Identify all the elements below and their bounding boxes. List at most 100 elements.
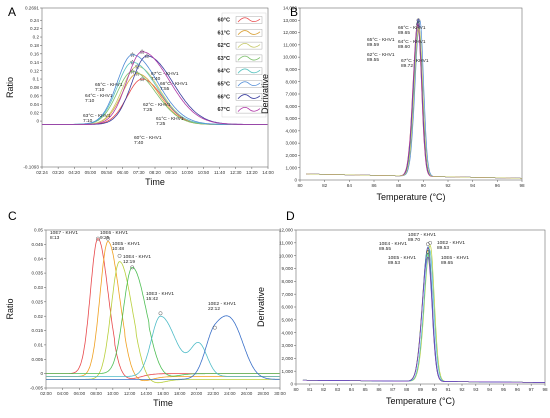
- peak-annotation: 10E2 - KHV1 22:12: [208, 301, 236, 312]
- y-tick-label: 0.12: [30, 68, 39, 73]
- peak-marker: [139, 76, 145, 82]
- x-tick-label: 83: [335, 387, 341, 392]
- y-tick-label: 10,000: [283, 55, 297, 60]
- x-tick-label: 86: [371, 183, 377, 188]
- peak-annotation: 10E3 - KHV1 15:42: [146, 291, 174, 302]
- y-tick-label: 4,000: [282, 330, 294, 335]
- y-tick-label: 0: [36, 119, 39, 124]
- x-tick-label: 10:00: [182, 170, 194, 175]
- y-tick-label: 6,000: [286, 104, 298, 109]
- y-tick-label: 0.24: [30, 18, 39, 23]
- x-tick-label: 06:40: [117, 170, 129, 175]
- x-tick-label: 16:00: [157, 391, 169, 396]
- y-tick-label: 8,000: [282, 279, 294, 284]
- x-tick-label: 02:00: [40, 391, 52, 396]
- y-tick-label: 10,000: [279, 253, 293, 258]
- x-tick-label: 18:00: [174, 391, 186, 396]
- x-tick-label: 80: [293, 387, 299, 392]
- y-tick-label: 0: [40, 371, 43, 376]
- peak-annotation: 62°C - KHV1 7:25: [143, 102, 171, 113]
- y-tick-label: 0.04: [34, 256, 43, 261]
- x-tick-label: 14:00: [141, 391, 153, 396]
- x-axis-label: Temperature (°C): [376, 192, 445, 202]
- y-tick-label: 5,000: [282, 317, 294, 322]
- y-tick-label: 0.2: [33, 35, 40, 40]
- y-tick-label: 9,000: [286, 67, 298, 72]
- legend: 60°C 61°C 62°C 63°C 64°C 65°C 66°C 67°C: [218, 12, 267, 118]
- peak-marker: [158, 311, 163, 316]
- peak-annotation: 67°C - KHV1 7:40: [151, 71, 179, 82]
- y-tick-label: 0.015: [32, 328, 44, 333]
- peak-annotation: 10E7 - KHV1 89.70: [408, 232, 436, 243]
- x-tick-label: 10:50: [198, 170, 210, 175]
- x-tick-label: 07:30: [133, 170, 145, 175]
- legend-label: 64°C: [218, 69, 231, 75]
- y-tick-label: 9,000: [282, 266, 294, 271]
- x-tick-label: 88: [404, 387, 410, 392]
- x-tick-label: 85: [363, 387, 369, 392]
- peak-annotation: 10E4 - KHV1 89.55: [379, 241, 407, 252]
- peak-marker: [212, 325, 217, 330]
- peak-marker: [139, 49, 145, 55]
- y-tick-label: 0.16: [30, 51, 39, 56]
- series-line: [302, 256, 545, 383]
- panel-label-c: C: [8, 209, 17, 223]
- y-tick-label: 13,000: [283, 18, 297, 23]
- y-tick-label: -0.1093: [23, 165, 39, 170]
- y-tick-label: -0.005: [30, 386, 43, 391]
- y-tick-label: 7,000: [286, 92, 298, 97]
- peak-marker: [129, 68, 135, 74]
- x-tick-label: 14:00: [262, 170, 274, 175]
- x-tick-label: 90: [421, 183, 427, 188]
- x-tick-label: 98: [542, 387, 548, 392]
- legend-line: [237, 55, 261, 61]
- x-tick-label: 82: [322, 183, 328, 188]
- y-tick-label: 3,000: [282, 343, 294, 348]
- x-tick-label: 94: [487, 387, 493, 392]
- peak-annotation: 63°C - KHV1 7:10: [83, 113, 111, 124]
- peak-annotation: 10E2 - KHV1 89.53: [437, 240, 465, 251]
- peak-annotation: 60°C - KHV1 7:40: [134, 135, 162, 146]
- y-tick-label: 11,000: [283, 42, 297, 47]
- y-tick-label: 1,000: [282, 369, 294, 374]
- plot-area-b: [299, 7, 523, 181]
- peak-annotation: 10E6 - KHV1 89.65: [441, 255, 469, 266]
- y-axis-label: Ratio: [5, 77, 15, 98]
- y-tick-label: 6,000: [282, 305, 294, 310]
- x-tick-label: 81: [307, 387, 313, 392]
- peak-marker: [117, 253, 122, 258]
- x-tick-label: 12:00: [124, 391, 136, 396]
- peak-marker: [426, 250, 430, 254]
- x-tick-label: 09:10: [165, 170, 177, 175]
- legend-line: [237, 17, 261, 23]
- x-tick-label: 95: [501, 387, 507, 392]
- legend-label: 63°C: [218, 56, 231, 62]
- x-axis-label: Time: [153, 398, 173, 408]
- y-tick-label: 0.18: [30, 43, 39, 48]
- peak-marker: [426, 242, 430, 246]
- y-tick-label: 0.03: [34, 285, 43, 290]
- x-tick-label: 08:20: [149, 170, 161, 175]
- x-tick-label: 20:00: [191, 391, 203, 396]
- x-tick-label: 05:50: [101, 170, 113, 175]
- peak-annotation: 66°C - KHV1 7:55: [160, 81, 188, 92]
- y-axis-label: Derivative: [260, 74, 270, 114]
- x-tick-label: 06:00: [74, 391, 86, 396]
- series-line: [46, 266, 280, 377]
- legend-line: [237, 81, 261, 87]
- y-tick-label: 0.2691: [25, 6, 39, 11]
- y-axis-label: Ratio: [5, 298, 15, 319]
- peak-marker: [144, 53, 150, 59]
- y-tick-label: 0.035: [32, 271, 44, 276]
- peak-annotation: 62°C - KHV1 89.55: [367, 52, 395, 63]
- x-tick-label: 80: [297, 183, 303, 188]
- series-line: [42, 51, 268, 125]
- y-tick-label: 0: [294, 178, 297, 183]
- x-tick-label: 91: [446, 387, 452, 392]
- x-tick-label: 02:24: [36, 170, 48, 175]
- legend-label: 67°C: [218, 107, 231, 113]
- x-tick-label: 87: [390, 387, 396, 392]
- y-tick-label: 0.14: [30, 60, 39, 65]
- peak-annotation: 64°C - KHV1 7:10: [85, 93, 113, 104]
